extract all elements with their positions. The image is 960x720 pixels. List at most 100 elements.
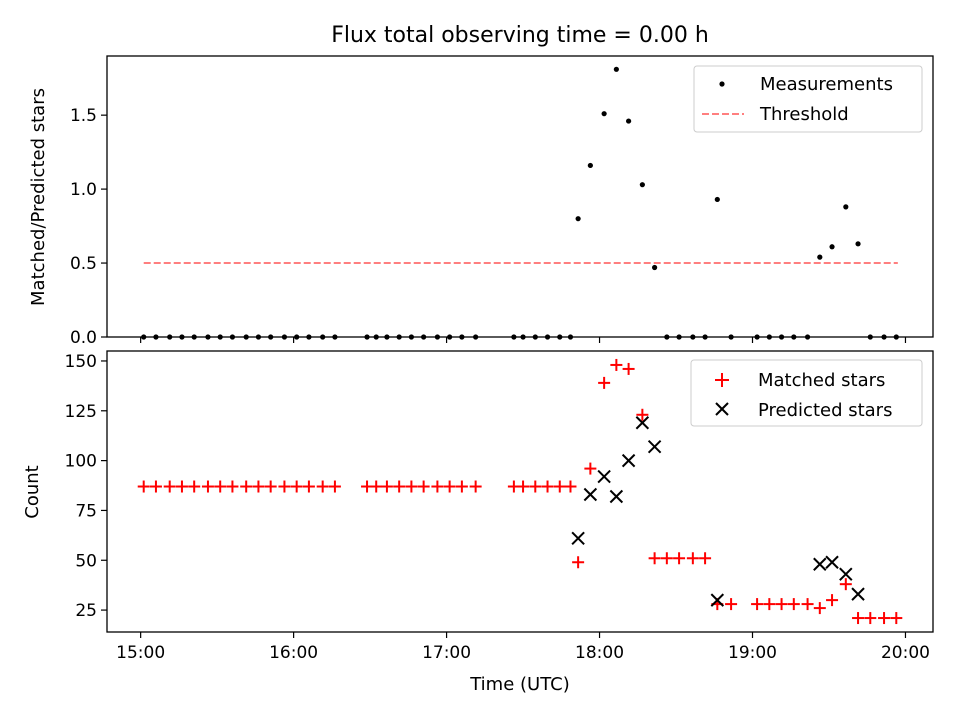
matched-stars-point (541, 480, 554, 493)
ratio-legend-box (693, 65, 923, 133)
legend-predicted-marker (715, 402, 729, 416)
measurement-point (843, 204, 849, 210)
chart-title: Flux total observing time = 0.00 h (331, 23, 709, 48)
count-y-tick-label: 75 (75, 501, 97, 521)
matched-stars-point (660, 552, 673, 565)
predicted-stars-point-b (635, 416, 650, 430)
ratio-y-tick-label: 1.5 (70, 106, 97, 126)
matched-stars-point (648, 552, 661, 565)
matched-stars-point (673, 552, 686, 565)
legend-matched-label: Matched stars (758, 370, 885, 391)
predicted-stars-point-b (609, 489, 624, 504)
predicted-stars-point-b (710, 593, 725, 607)
predicted-stars-point-b (647, 439, 662, 454)
matched-stars-point (290, 480, 303, 493)
measurement-point (652, 264, 658, 271)
matched-stars-point (751, 598, 764, 611)
matched-stars-point (393, 480, 406, 493)
count-legend-box (690, 359, 923, 427)
predicted-stars-point (839, 567, 853, 581)
measurement-point (601, 111, 607, 117)
matched-stars-point (188, 480, 201, 493)
matched-stars-point (584, 462, 597, 475)
predicted-stars-point-b (621, 453, 636, 468)
predicted-stars-point-b (813, 557, 827, 571)
matched-stars-point (763, 598, 776, 611)
matched-stars-point (610, 358, 623, 371)
measurement-point (829, 244, 835, 250)
predicted-stars-point-b (571, 531, 585, 546)
predicted-stars-point (710, 593, 725, 607)
matched-stars-point (775, 598, 788, 611)
predicted-stars-point-b (597, 469, 611, 484)
predicted-stars-point-b (839, 567, 853, 581)
matched-stars-point (622, 362, 635, 375)
matched-stars-point (214, 480, 227, 493)
x-tick-label: 15:00 (116, 643, 165, 663)
matched-stars-point (380, 480, 393, 493)
count-y-tick-label: 150 (65, 352, 97, 372)
matched-stars-point (699, 552, 712, 565)
measurement-point (855, 241, 861, 247)
matched-stars-point (302, 480, 315, 493)
matched-stars-point (252, 480, 265, 493)
ratio-y-axis-label: Matched/Predicted stars (28, 88, 49, 306)
count-y-tick-label: 125 (65, 402, 97, 422)
matched-stars-point (839, 578, 852, 591)
ratio-y-tick-label: 1.0 (70, 180, 97, 200)
count-legend: Matched stars Predicted stars (690, 359, 923, 427)
legend-measurements-label: Measurements (760, 74, 893, 95)
matched-stars-point (443, 480, 456, 493)
matched-stars-point (431, 480, 444, 493)
predicted-stars-point (647, 439, 662, 454)
matched-stars-point (370, 480, 383, 493)
x-tick-label: 17:00 (422, 643, 471, 663)
predicted-stars-point (621, 453, 636, 468)
x-axis-label: Time (UTC) (469, 674, 570, 695)
matched-stars-point (405, 480, 418, 493)
predicted-stars-point (583, 487, 598, 502)
ratio-panel-frame (106, 55, 934, 338)
predicted-stars-point (813, 557, 827, 571)
matched-stars-point (890, 612, 903, 625)
matched-stars-point (598, 376, 611, 389)
matched-stars-point (529, 480, 542, 493)
matched-stars-point (686, 552, 699, 565)
measurement-point (587, 162, 593, 169)
ratio-panel: 0.0 0.5 1.0 1.5 Matched/Predicted stars Mea… (28, 55, 934, 348)
predicted-stars-point (851, 587, 865, 601)
predicted-stars-point-b (851, 587, 865, 601)
matched-stars-point (725, 598, 738, 611)
matched-stars-point (864, 612, 877, 625)
matched-stars-point (201, 480, 214, 493)
count-y-tick-label: 25 (75, 601, 97, 621)
matched-stars-point (826, 594, 839, 607)
matched-stars-point (163, 480, 176, 493)
measurement-point (613, 66, 619, 72)
matched-stars-point (852, 612, 865, 625)
count-y-axis-label: Count (22, 465, 43, 518)
legend-measurements-marker (719, 81, 725, 87)
matched-stars-point (240, 480, 253, 493)
predicted-stars-point (635, 416, 650, 430)
matched-stars-point (328, 480, 341, 493)
predicted-stars-point (571, 531, 585, 546)
matched-stars-point (175, 480, 188, 493)
matched-stars-point (553, 480, 566, 493)
predicted-stars-point (597, 469, 611, 484)
matched-stars-point (517, 480, 530, 493)
matched-stars-point (469, 480, 482, 493)
x-tick-label: 16:00 (269, 643, 318, 663)
legend-threshold-label: Threshold (759, 104, 849, 125)
matched-stars-point (787, 598, 800, 611)
count-y-tick-label: 100 (65, 452, 97, 472)
count-plot-area: 25 50 75 100 125 150 15:00 16:00 17:00 18:00 19:00… (65, 352, 930, 663)
matched-stars-point (149, 480, 162, 493)
matched-stars-point (137, 480, 150, 493)
matched-stars-point (801, 598, 814, 611)
matched-stars-point (564, 480, 577, 493)
predicted-stars-point-b (583, 487, 598, 502)
matched-stars-point (417, 480, 430, 493)
count-panel: 25 50 75 100 125 150 15:00 16:00 17:00 18:00 19:00… (22, 350, 934, 695)
matched-stars-point (264, 480, 277, 493)
